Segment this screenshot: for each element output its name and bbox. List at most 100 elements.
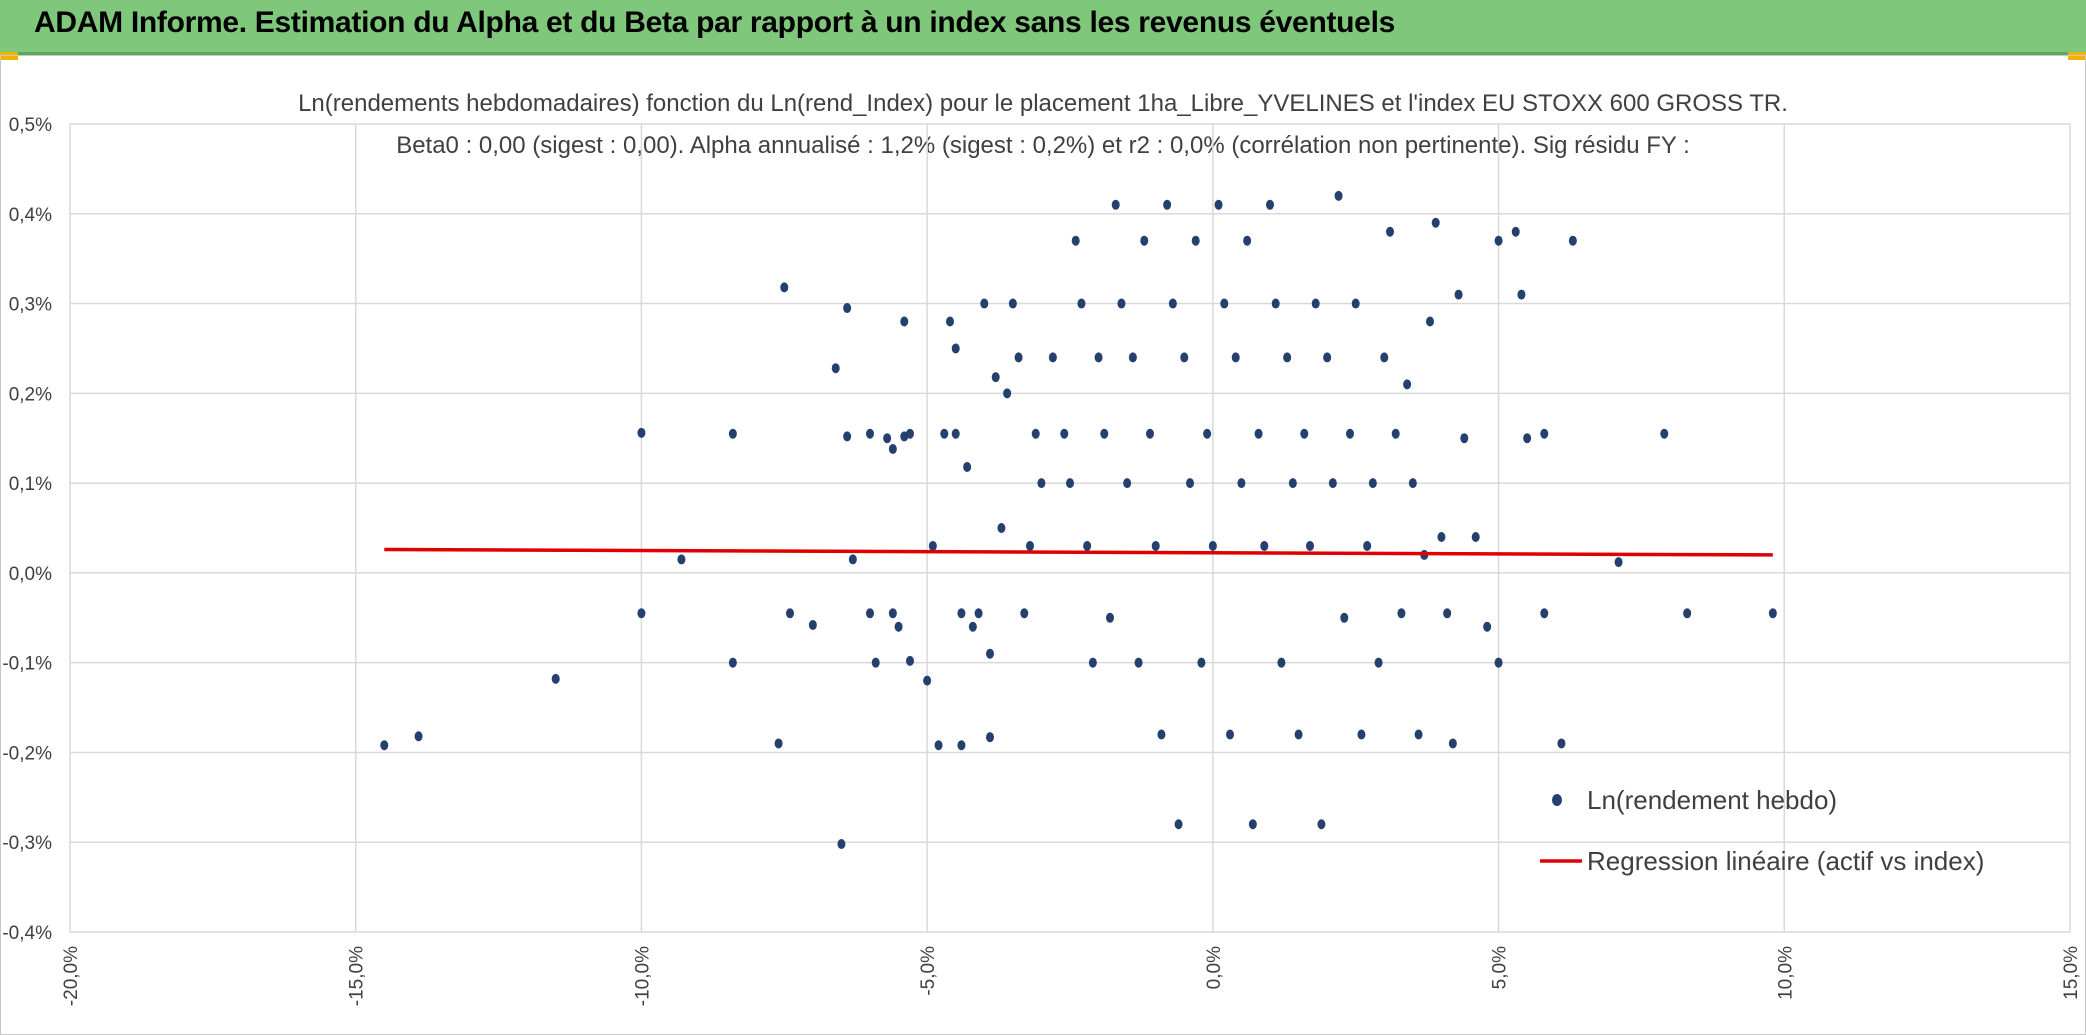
data-point <box>1517 289 1526 300</box>
regression-line <box>384 547 1773 557</box>
data-point <box>1403 379 1412 390</box>
x-tick-label: 10,0% <box>1775 946 1796 1000</box>
data-point <box>1340 612 1349 623</box>
corner-accent-right <box>2068 52 2086 60</box>
data-point <box>968 621 977 632</box>
data-point <box>1374 657 1383 668</box>
data-point <box>637 608 646 619</box>
y-tick-label: -0,2% <box>2 743 52 764</box>
data-point <box>1146 428 1154 439</box>
y-tick-label: 0,0% <box>9 564 52 585</box>
legend-label-regression: Regression linéaire (actif vs index) <box>1587 846 1984 876</box>
series <box>380 190 1777 850</box>
data-point <box>1226 729 1234 740</box>
data-point <box>866 428 874 439</box>
data-point <box>1523 433 1532 444</box>
data-point <box>1008 298 1017 309</box>
data-point <box>888 608 897 619</box>
data-point <box>1014 352 1023 363</box>
data-point <box>1031 428 1040 439</box>
data-point <box>1100 428 1109 439</box>
data-point <box>1300 428 1309 439</box>
data-point <box>831 363 840 374</box>
data-point <box>1180 352 1189 363</box>
y-tick-label: -0,1% <box>2 654 52 675</box>
data-point <box>1540 428 1549 439</box>
x-tick-label: 15,0% <box>2061 946 2082 1000</box>
data-point <box>637 427 646 438</box>
data-point <box>1163 199 1172 210</box>
data-point <box>1568 235 1577 246</box>
data-point <box>1214 199 1223 210</box>
data-point <box>1203 428 1212 439</box>
data-point <box>380 740 389 751</box>
data-point <box>951 428 960 439</box>
data-point <box>923 675 932 686</box>
data-point <box>1283 352 1292 363</box>
data-point <box>1248 819 1257 830</box>
data-point <box>1134 657 1143 668</box>
legend-label-points: Ln(rendement hebdo) <box>1587 785 1837 815</box>
data-point <box>1231 352 1240 363</box>
x-tick-label: 0,0% <box>1204 946 1225 989</box>
data-point <box>1111 199 1120 210</box>
data-point <box>1277 657 1286 668</box>
data-point <box>1540 608 1549 619</box>
y-tick-label: 0,2% <box>9 384 52 405</box>
x-tick-label: -5,0% <box>918 946 939 996</box>
data-point <box>1414 729 1423 740</box>
data-point <box>1140 235 1149 246</box>
data-point <box>1494 235 1503 246</box>
data-point <box>1071 235 1080 246</box>
data-point <box>963 461 972 472</box>
data-point <box>1408 478 1417 489</box>
data-point <box>1106 612 1114 623</box>
data-point <box>1511 226 1520 237</box>
y-tick-label: 0,3% <box>9 295 52 316</box>
data-point <box>677 554 686 565</box>
data-point <box>1151 540 1160 551</box>
y-tick-label: -0,3% <box>2 833 52 854</box>
data-point <box>900 316 909 327</box>
data-point <box>1026 540 1034 551</box>
x-tick-label: -20,0% <box>61 946 82 1006</box>
data-point <box>1328 478 1337 489</box>
data-point <box>843 431 852 442</box>
data-point <box>1306 540 1314 551</box>
data-point <box>728 428 737 439</box>
axes: -0,4% -0,3% -0,2% -0,1% 0,0% 0,1% 0,2% 0,3% 0,4%… <box>2 115 2082 1006</box>
chart-subtitle: Beta0 : 0,00 (sigest : 0,00). Alpha annu… <box>396 132 1690 159</box>
data-point <box>957 740 966 751</box>
corner-accent-left <box>0 52 18 60</box>
data-point <box>997 523 1006 533</box>
data-point <box>1386 226 1394 237</box>
legend-marker-points <box>1552 794 1562 806</box>
data-point <box>974 608 983 619</box>
gridlines <box>69 123 2071 933</box>
y-tick-label: 0,5% <box>9 115 52 136</box>
data-point <box>866 608 874 619</box>
data-point <box>1557 738 1566 749</box>
data-point <box>774 738 783 749</box>
data-point <box>1066 478 1074 489</box>
data-point <box>1168 298 1177 309</box>
data-point <box>1368 478 1377 489</box>
data-point <box>871 657 880 668</box>
data-point <box>1174 819 1183 830</box>
data-point <box>1437 531 1446 542</box>
data-point <box>1454 289 1463 300</box>
data-point <box>1077 298 1086 309</box>
data-point <box>1288 478 1297 489</box>
data-point <box>1266 199 1274 210</box>
data-point <box>986 648 994 659</box>
data-point <box>1060 428 1069 439</box>
data-point <box>951 343 960 354</box>
data-point <box>1443 608 1452 619</box>
data-point <box>1208 540 1217 551</box>
data-point <box>1186 478 1194 489</box>
data-point <box>1323 352 1332 363</box>
data-point <box>928 540 937 551</box>
data-point <box>1768 608 1777 619</box>
data-point <box>906 655 914 666</box>
data-point <box>883 433 892 444</box>
